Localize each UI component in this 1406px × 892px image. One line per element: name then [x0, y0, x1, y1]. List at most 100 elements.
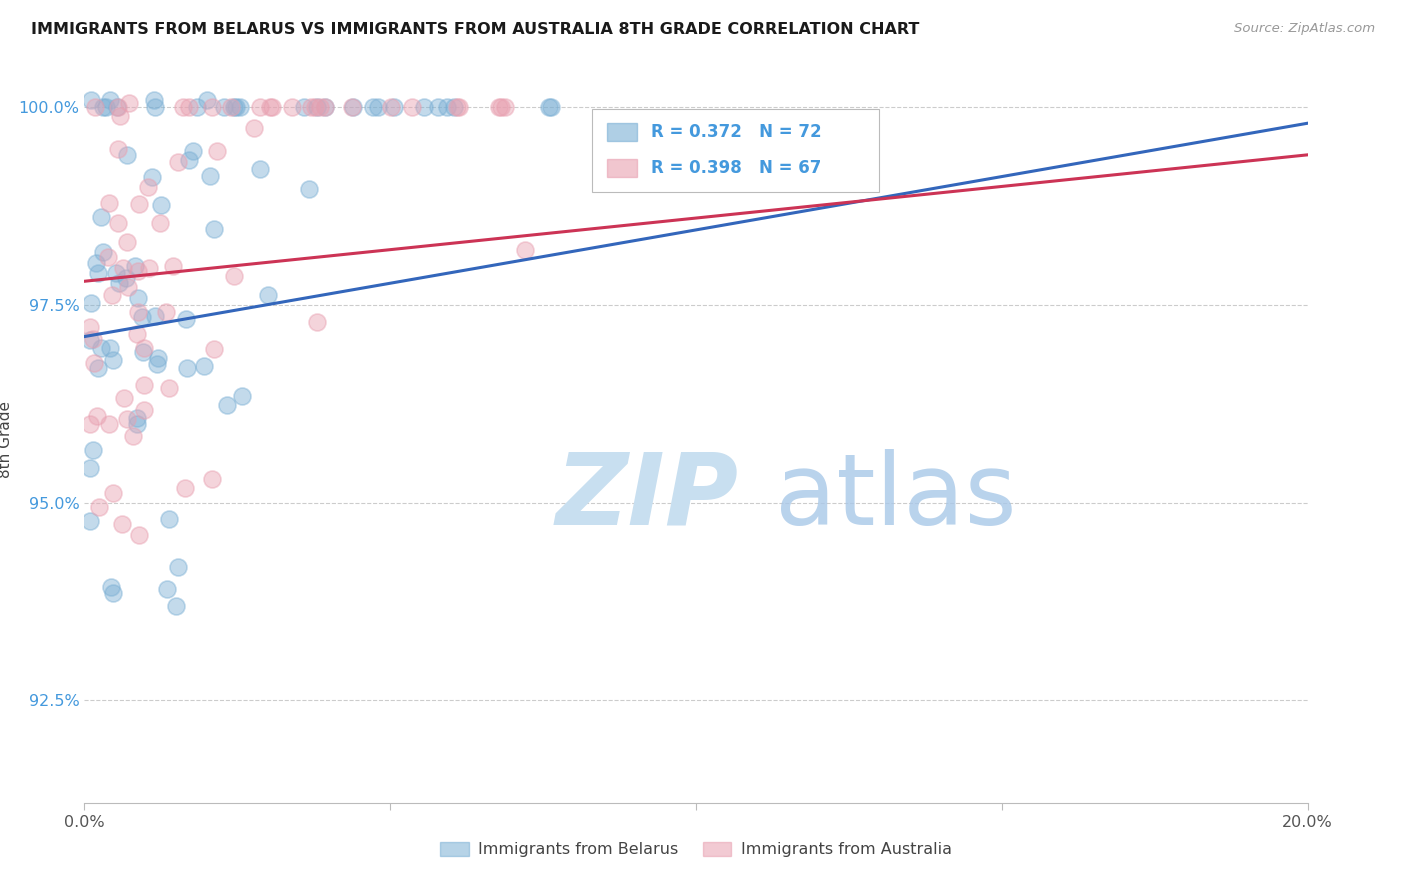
Point [202, 342, 225, 356]
Point [281, 100, 304, 114]
Point [181, 144, 204, 158]
Point [292, 100, 315, 114]
Point [299, 100, 322, 114]
Point [127, 291, 149, 305]
Point [86, 409, 108, 423]
Point [103, 352, 125, 367]
Y-axis label: 8th Grade: 8th Grade [0, 401, 13, 478]
Point [304, 100, 326, 114]
Point [494, 100, 516, 114]
Point [98, 93, 121, 107]
Point [162, 259, 184, 273]
Point [128, 528, 150, 542]
Point [426, 100, 449, 114]
Point [115, 148, 138, 162]
Point [82, 333, 104, 347]
Point [127, 410, 149, 425]
Point [314, 100, 336, 114]
Point [80, 93, 103, 107]
Point [105, 100, 128, 114]
Point [193, 359, 215, 374]
Point [134, 341, 156, 355]
Legend: Immigrants from Belarus, Immigrants from Australia: Immigrants from Belarus, Immigrants from… [433, 836, 959, 863]
Point [142, 93, 165, 107]
Point [90, 210, 112, 224]
Point [117, 280, 139, 294]
Point [79, 514, 101, 528]
Point [205, 144, 228, 158]
Point [118, 95, 141, 110]
Point [298, 182, 321, 196]
Point [131, 310, 153, 324]
Point [127, 305, 149, 319]
Point [107, 216, 129, 230]
Point [86, 360, 108, 375]
Point [446, 100, 468, 114]
Point [84, 255, 107, 269]
Point [103, 486, 125, 500]
Point [84, 100, 107, 114]
Point [491, 100, 513, 114]
Point [91, 244, 114, 259]
Point [146, 351, 169, 366]
Point [259, 100, 281, 114]
Text: R = 0.372   N = 72: R = 0.372 N = 72 [651, 123, 821, 141]
Point [401, 100, 423, 114]
Point [186, 100, 208, 114]
Point [87, 266, 110, 280]
Point [215, 398, 238, 412]
Point [98, 341, 121, 355]
Point [115, 412, 138, 426]
Point [94, 100, 117, 114]
Point [114, 391, 136, 405]
Point [112, 261, 135, 276]
Point [177, 100, 200, 114]
Point [380, 100, 402, 114]
Point [79, 417, 101, 431]
Point [100, 287, 122, 301]
Point [79, 333, 101, 347]
Point [79, 320, 101, 334]
Point [229, 100, 252, 114]
Point [342, 100, 364, 114]
Point [340, 100, 363, 114]
Point [134, 378, 156, 392]
Point [115, 271, 138, 285]
FancyBboxPatch shape [592, 109, 880, 192]
Point [157, 381, 180, 395]
Point [143, 309, 166, 323]
Point [97, 417, 120, 431]
Point [174, 311, 197, 326]
Point [125, 417, 148, 432]
Point [155, 304, 177, 318]
Point [107, 100, 129, 114]
Point [138, 261, 160, 276]
Point [308, 100, 330, 114]
Point [124, 259, 146, 273]
Point [201, 100, 224, 114]
Text: IMMIGRANTS FROM BELARUS VS IMMIGRANTS FROM AUSTRALIA 8TH GRADE CORRELATION CHART: IMMIGRANTS FROM BELARUS VS IMMIGRANTS FR… [31, 22, 920, 37]
Point [231, 388, 253, 402]
Point [98, 195, 121, 210]
Text: ZIP: ZIP [555, 449, 738, 546]
Point [515, 243, 537, 257]
Point [262, 100, 284, 114]
Text: atlas: atlas [776, 449, 1017, 546]
Point [107, 142, 129, 156]
Point [166, 155, 188, 169]
Point [143, 100, 166, 114]
Point [111, 517, 134, 532]
Point [314, 100, 336, 114]
Point [100, 580, 122, 594]
Point [165, 599, 187, 614]
Point [82, 443, 104, 458]
Point [367, 100, 389, 114]
Point [156, 582, 179, 596]
Point [221, 100, 243, 114]
Point [141, 170, 163, 185]
Point [176, 360, 198, 375]
Point [222, 100, 245, 114]
Point [115, 235, 138, 249]
Point [198, 169, 221, 183]
Point [90, 342, 112, 356]
